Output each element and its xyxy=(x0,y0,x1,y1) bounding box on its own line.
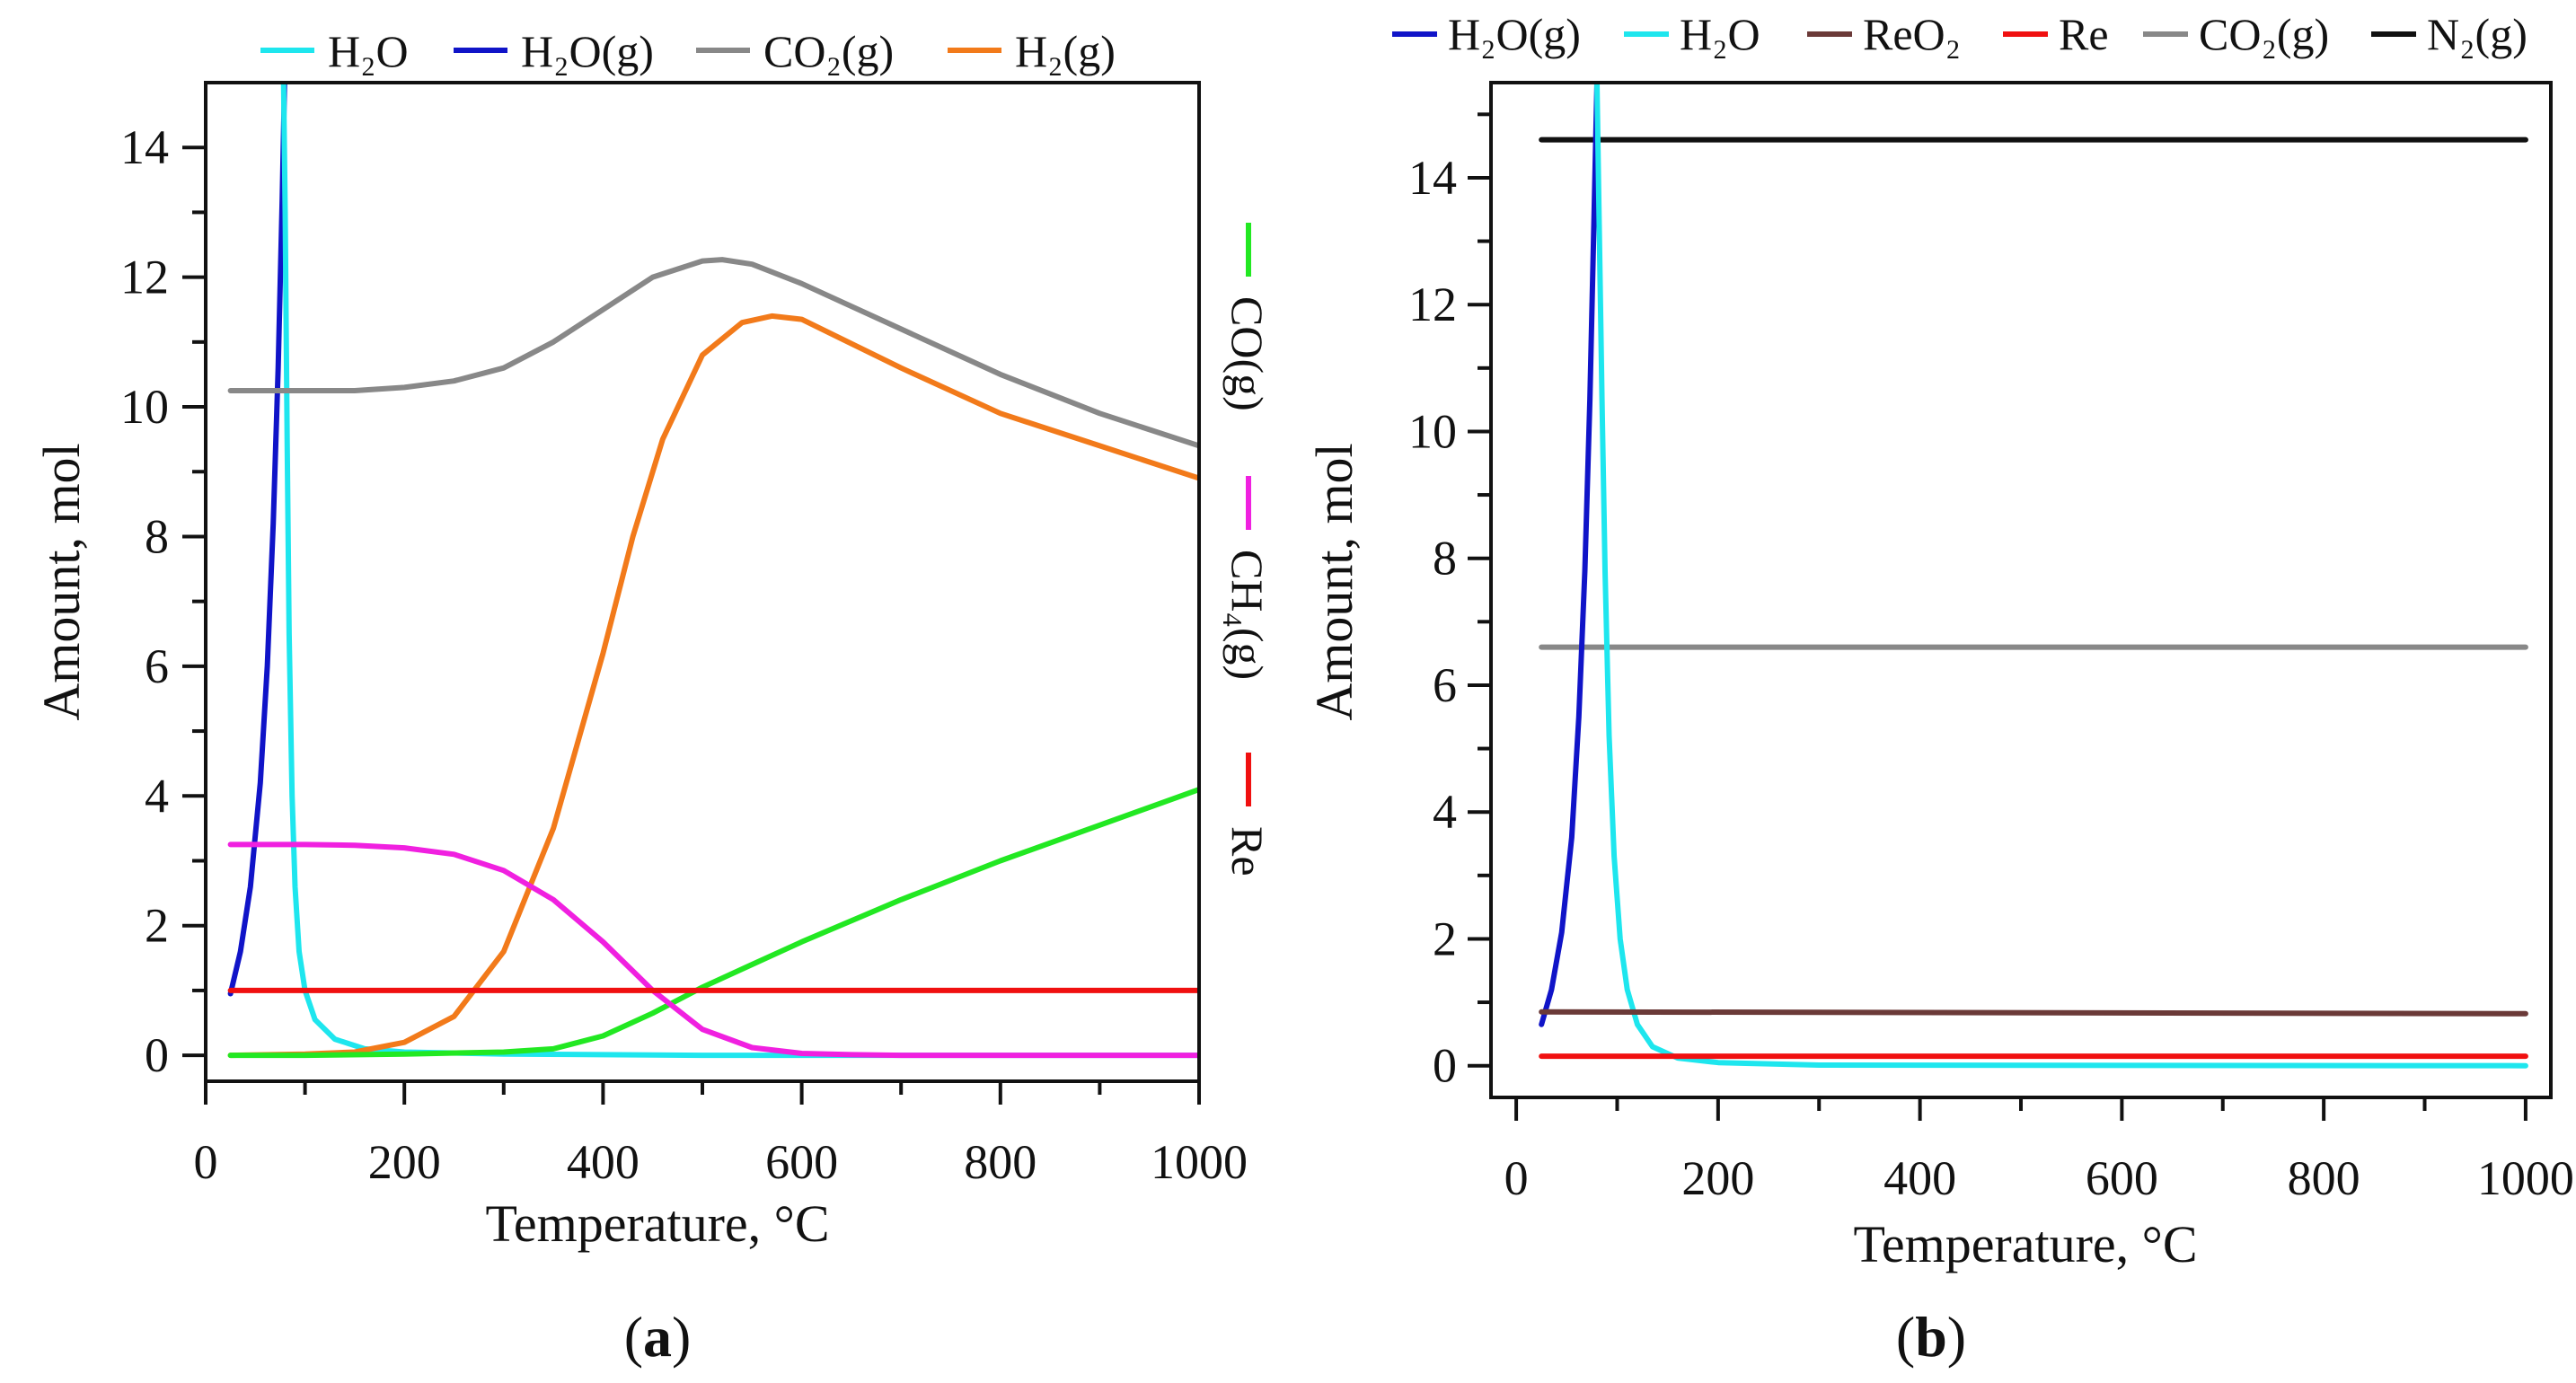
panel-b-series-reo2 xyxy=(1539,1009,2528,1017)
panel-b-legend-label-re: Re xyxy=(2059,9,2109,59)
panel-b-y-tick-label-6: 6 xyxy=(1433,658,1457,712)
panel-a-y-tick-label-12: 12 xyxy=(120,251,169,304)
panel-b-y-tick-label-0: 0 xyxy=(1433,1039,1457,1093)
panel-a: 0 200 400 600 800 1000 0 2 4 6 8 10 12 14 Temperature… xyxy=(32,26,1273,1369)
panel-a-tick-layer: 0 200 400 600 800 1000 0 2 4 6 8 10 12 14 xyxy=(120,120,1248,1189)
panel-a-legend-label-h2o-gas: H₂O(g) xyxy=(521,26,654,76)
panel-a-plot-frame xyxy=(204,81,1201,1083)
panel-a-y-tick-label-14: 14 xyxy=(120,120,169,174)
panel-a-series-co2-gas xyxy=(227,257,1199,449)
panel-b-legend-label-h2o-gas: H₂O(g) xyxy=(1448,9,1581,59)
panel-a-y-tick-label-6: 6 xyxy=(145,639,169,693)
panel-a-x-tick-label-400: 400 xyxy=(567,1135,640,1189)
panel-a-legend-side: CO(g) CH₄(g) Re xyxy=(1222,223,1273,876)
panel-a-y-tick-label-2: 2 xyxy=(145,899,169,953)
panel-a-x-tick-label-600: 600 xyxy=(765,1135,838,1189)
panel-b-y-tick-label-4: 4 xyxy=(1433,785,1457,839)
panel-b-caption-open: ( xyxy=(1896,1305,1915,1369)
panel-b-caption-letter: b xyxy=(1915,1305,1947,1369)
panel-a-caption: (a) xyxy=(624,1305,692,1369)
panel-a-x-tick-label-800: 800 xyxy=(964,1135,1037,1189)
panel-a-legend-label-co-gas: CO(g) xyxy=(1222,296,1273,411)
panel-a-y-tick-label-10: 10 xyxy=(120,380,169,434)
panel-b-caption-close: ) xyxy=(1947,1305,1966,1369)
panel-a-y-tick-label-4: 4 xyxy=(145,769,169,823)
panel-b-y-axis-title: Amount, mol xyxy=(1305,443,1363,720)
panel-b-legend-top: H₂O(g) H₂O ReO₂ Re CO₂(g) N₂(g) xyxy=(1392,9,2527,59)
panel-a-y-axis-title: Amount, mol xyxy=(32,443,91,720)
panel-b-y-tick-label-14: 14 xyxy=(1408,151,1457,205)
panel-a-caption-open: ( xyxy=(624,1305,643,1369)
panel-b-x-tick-label-200: 200 xyxy=(1681,1151,1754,1205)
panel-a-caption-letter: a xyxy=(643,1305,672,1369)
panel-b-plot-frame xyxy=(1489,81,2553,1099)
panel-b-series-h2o-gas xyxy=(1539,83,1600,1027)
panel-a-x-tick-label-200: 200 xyxy=(368,1135,441,1189)
panel-b-legend-label-n2-gas: N₂(g) xyxy=(2427,9,2527,59)
panel-b-y-tick-label-2: 2 xyxy=(1433,912,1457,965)
panel-a-legend-label-co2-gas: CO₂(g) xyxy=(763,26,894,76)
panel-b-x-tick-label-400: 400 xyxy=(1883,1151,1956,1205)
panel-b-legend-label-reo2: ReO₂ xyxy=(1863,9,1961,59)
panel-a-series-ch4-gas xyxy=(227,841,1199,1059)
panel-a-series-h2o xyxy=(280,83,1199,1059)
panel-a-y-tick-label-8: 8 xyxy=(145,509,169,563)
panel-a-legend-top: H₂O H₂O(g) CO₂(g) H₂(g) xyxy=(260,26,1116,76)
panel-a-series-layer xyxy=(227,83,1199,1059)
panel-b-x-tick-label-1000: 1000 xyxy=(2477,1151,2574,1205)
panel-a-caption-close: ) xyxy=(672,1305,691,1369)
panel-a-y-tick-label-0: 0 xyxy=(145,1028,169,1082)
panel-b-legend-label-co2-gas: CO₂(g) xyxy=(2199,9,2329,59)
panel-a-x-axis-title: Temperature, °C xyxy=(485,1194,829,1253)
panel-b-x-axis-title: Temperature, °C xyxy=(1853,1215,2197,1273)
panel-b-caption: (b) xyxy=(1896,1305,1966,1369)
panel-b: 0 200 400 600 800 1000 0 2 4 6 8 10 12 14 Temperature… xyxy=(1305,9,2574,1369)
panel-b-tick-layer: 0 200 400 600 800 1000 0 2 4 6 8 10 12 14 xyxy=(1408,112,2574,1205)
panel-a-legend-label-ch4-gas: CH₄(g) xyxy=(1222,550,1273,680)
panel-b-legend-label-h2o: H₂O xyxy=(1680,9,1760,59)
panel-a-x-tick-label-1000: 1000 xyxy=(1151,1135,1248,1189)
panel-a-legend-label-re: Re xyxy=(1222,826,1273,876)
panel-a-series-co-gas xyxy=(227,787,1199,1059)
panel-b-x-tick-label-0: 0 xyxy=(1504,1151,1529,1205)
panel-a-legend-label-h2o: H₂O xyxy=(328,26,409,76)
panel-a-series-h2-gas xyxy=(227,313,1199,1059)
panel-a-series-h2o-gas xyxy=(227,83,287,997)
panel-b-y-tick-label-12: 12 xyxy=(1408,277,1457,331)
panel-b-y-tick-label-8: 8 xyxy=(1433,532,1457,586)
panel-b-y-tick-label-10: 10 xyxy=(1408,404,1457,458)
panel-b-series-h2o xyxy=(1594,83,2528,1069)
panel-b-series-layer xyxy=(1539,83,2528,1069)
panel-b-x-tick-label-600: 600 xyxy=(2086,1151,2158,1205)
panel-a-x-tick-label-0: 0 xyxy=(194,1135,218,1189)
panel-b-x-tick-label-800: 800 xyxy=(2288,1151,2360,1205)
panel-a-legend-label-h2-gas: H₂(g) xyxy=(1015,26,1116,76)
